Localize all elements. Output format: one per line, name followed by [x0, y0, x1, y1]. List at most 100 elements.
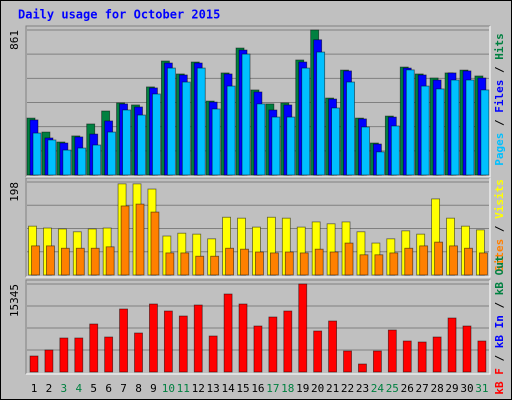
- bar: [301, 67, 311, 176]
- bar: [478, 252, 488, 276]
- bar: [195, 255, 205, 276]
- bar: [240, 248, 249, 276]
- y-tick-label: 15345: [8, 284, 21, 317]
- bar: [331, 107, 341, 176]
- bar: [120, 205, 130, 276]
- bar: [208, 335, 218, 373]
- legend-entry: Files: [493, 80, 506, 113]
- x-tick-label: 8: [135, 382, 142, 395]
- bar: [44, 349, 54, 373]
- bar: [417, 341, 427, 373]
- bar: [193, 304, 203, 373]
- y-tick-label: 198: [8, 182, 21, 202]
- bar: [419, 245, 429, 276]
- x-tick-label: 11: [177, 382, 190, 395]
- bar: [107, 131, 117, 176]
- bar: [447, 317, 457, 373]
- bar: [62, 149, 72, 176]
- x-tick-label: 4: [75, 382, 82, 395]
- bar: [92, 144, 102, 176]
- plot-border: [25, 25, 490, 177]
- legend-separator: /: [493, 113, 506, 133]
- x-tick-label: 24: [371, 382, 385, 395]
- bar: [32, 132, 42, 176]
- bar: [29, 355, 39, 373]
- x-tick-label: 14: [221, 382, 235, 395]
- bar: [462, 325, 472, 373]
- bar: [402, 340, 412, 373]
- bar: [47, 139, 57, 176]
- legend-entry: Sites: [493, 239, 506, 272]
- bar: [152, 93, 161, 176]
- bar: [253, 325, 263, 373]
- bar: [89, 323, 99, 373]
- x-tick-label: 20: [311, 382, 324, 395]
- bar: [480, 89, 490, 176]
- bar: [449, 245, 458, 276]
- bar: [390, 125, 400, 176]
- bar: [432, 336, 442, 373]
- legend: kB F / kB In / kB Out: [493, 255, 506, 394]
- x-tick-label: 25: [386, 382, 399, 395]
- bar: [181, 81, 191, 176]
- bar: [165, 252, 175, 276]
- bar: [387, 329, 397, 373]
- bar: [225, 247, 234, 276]
- bar: [256, 103, 266, 176]
- bar: [316, 51, 326, 176]
- bar: [435, 88, 445, 176]
- bar: [134, 332, 143, 373]
- bar: [150, 211, 160, 276]
- bar: [180, 252, 190, 276]
- bar: [389, 252, 399, 276]
- x-tick-label: 1: [31, 382, 38, 395]
- bar: [210, 255, 220, 276]
- legend: Pages / Files / Hits: [493, 33, 506, 166]
- bar: [420, 85, 430, 176]
- bar: [46, 245, 55, 276]
- legend-entry: kB Out: [493, 255, 506, 295]
- x-tick-label: 13: [207, 382, 220, 395]
- x-tick-label: 26: [401, 382, 414, 395]
- bar: [286, 116, 296, 176]
- bar: [343, 350, 352, 373]
- bar: [477, 340, 487, 373]
- bar: [298, 283, 308, 373]
- bar: [226, 85, 236, 176]
- x-tick-label: 9: [150, 382, 157, 395]
- x-tick-label: 30: [460, 382, 473, 395]
- legend: Sites / Visits: [493, 179, 506, 272]
- legend-entry: Visits: [493, 179, 506, 219]
- bar: [344, 242, 354, 276]
- x-tick-label: 17: [266, 382, 279, 395]
- bar: [374, 254, 384, 276]
- bar: [149, 303, 158, 373]
- y-tick-label: 861: [8, 30, 21, 50]
- x-tick-label: 3: [61, 382, 68, 395]
- bar: [299, 252, 309, 276]
- bar: [135, 203, 145, 276]
- x-tick-label: 19: [296, 382, 309, 395]
- plot-border: [26, 280, 491, 375]
- x-tick-label: 6: [105, 382, 112, 395]
- plot-border: [26, 26, 491, 178]
- bar: [434, 241, 444, 276]
- legend-separator: /: [493, 60, 506, 80]
- x-tick-label: 31: [475, 382, 488, 395]
- bar: [361, 126, 370, 176]
- bar: [375, 151, 385, 176]
- bar: [137, 114, 146, 176]
- bar: [59, 337, 69, 373]
- bar: [450, 79, 460, 176]
- legend-separator: /: [493, 348, 506, 368]
- x-tick-label: 29: [445, 382, 458, 395]
- bar: [178, 315, 188, 373]
- bar: [328, 320, 338, 373]
- legend-entry: Hits: [493, 33, 506, 60]
- bar: [464, 247, 473, 276]
- bar: [119, 308, 128, 373]
- bar: [223, 293, 233, 373]
- legend-separator: /: [493, 219, 506, 239]
- chart-title: Daily usage for October 2015: [18, 8, 220, 22]
- x-tick-label: 10: [162, 382, 175, 395]
